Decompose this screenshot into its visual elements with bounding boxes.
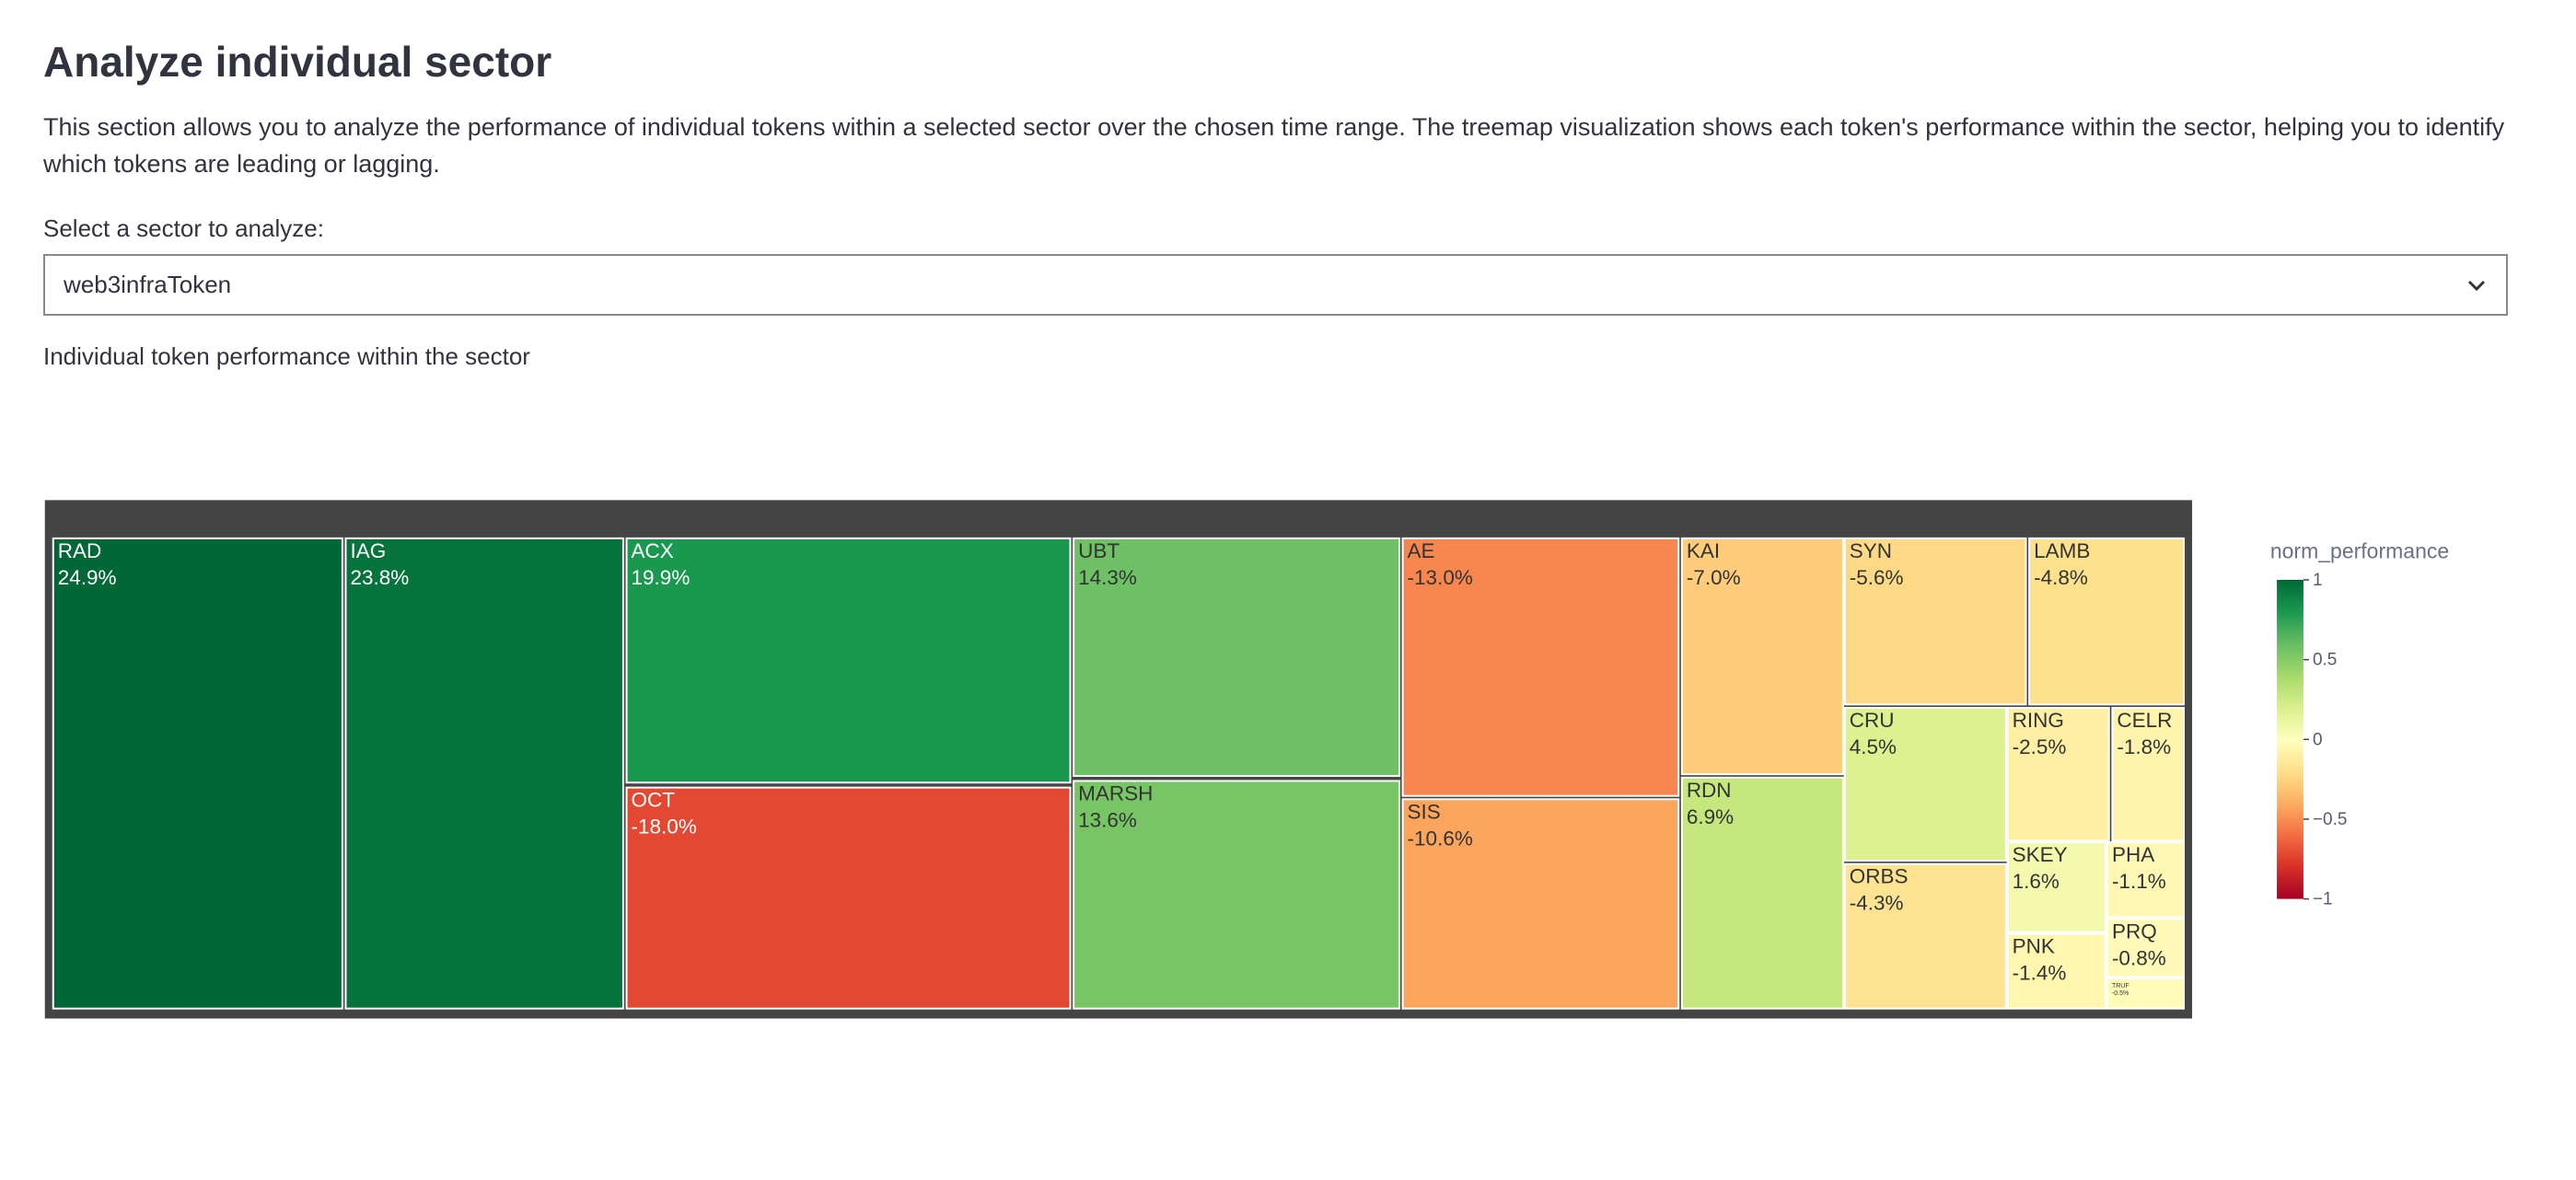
select-label: Select a sector to analyze: bbox=[43, 214, 324, 242]
treemap-tile bbox=[52, 537, 343, 1010]
treemap-tile bbox=[2006, 932, 2107, 1010]
tile-label: MARSH bbox=[1078, 781, 1153, 804]
tile-label: CRU bbox=[1850, 709, 1895, 732]
treemap-tile bbox=[2006, 706, 2110, 842]
treemap-tile bbox=[344, 537, 624, 1010]
treemap-tile bbox=[1843, 537, 2027, 706]
tile-label: RING bbox=[2013, 709, 2064, 732]
tile-label: AE bbox=[1408, 539, 1435, 562]
tile-label: IAG bbox=[350, 539, 386, 562]
tile-value-label: -0.8% bbox=[2112, 946, 2166, 969]
treemap-tile bbox=[1401, 798, 1680, 1010]
treemap-tile bbox=[1073, 780, 1400, 1010]
colorbar-tick-label: 1 bbox=[2313, 571, 2323, 590]
tile-value-label: 13.6% bbox=[1078, 808, 1137, 831]
tile-value-label: -7.0% bbox=[1687, 566, 1741, 589]
tile-value-label: -5.6% bbox=[1850, 566, 1904, 589]
tile-value-label: 4.5% bbox=[1850, 735, 1897, 758]
colorbar-tick-label: −0.5 bbox=[2313, 810, 2348, 829]
tile-value-label: -0.5% bbox=[2112, 990, 2129, 997]
tile-value-label: -1.1% bbox=[2112, 870, 2166, 893]
tile-value-label: 14.3% bbox=[1078, 566, 1137, 589]
colorbar bbox=[2277, 580, 2303, 899]
tile-value-label: -4.3% bbox=[1850, 892, 1904, 915]
description: This section allows you to analyze the p… bbox=[43, 113, 2505, 178]
treemap-tile bbox=[1073, 537, 1400, 778]
tile-label: TRUF bbox=[2112, 983, 2129, 989]
tile-label: KAI bbox=[1687, 539, 1720, 562]
treemap-tile bbox=[2106, 978, 2185, 1010]
tile-value-label: -1.4% bbox=[2013, 962, 2067, 985]
tile-value-label: -13.0% bbox=[1408, 566, 1473, 589]
tile-label: RDN bbox=[1687, 779, 1732, 802]
treemap-tile bbox=[1843, 706, 2007, 862]
tile-label: PNK bbox=[2013, 935, 2055, 958]
treemap-tile bbox=[2006, 841, 2107, 933]
tile-label: RAD bbox=[58, 539, 102, 562]
treemap-tile bbox=[625, 537, 1072, 784]
tile-label: PHA bbox=[2112, 843, 2154, 866]
treemap-tile bbox=[1401, 537, 1680, 797]
treemap-tile bbox=[625, 786, 1072, 1010]
colorbar-tick-label: −1 bbox=[2313, 890, 2333, 909]
treemap-root bbox=[44, 500, 2193, 1019]
tile-value-label: -18.0% bbox=[632, 816, 697, 839]
tile-label: LAMB bbox=[2034, 539, 2090, 562]
colorbar-title: norm_performance bbox=[2270, 539, 2449, 563]
sector-select[interactable]: web3infraToken bbox=[43, 254, 2508, 316]
tile-value-label: 23.8% bbox=[350, 566, 409, 589]
select-value: web3infraToken bbox=[64, 271, 232, 298]
treemap-tile bbox=[1843, 862, 2007, 1010]
tile-label: SIS bbox=[1408, 800, 1441, 823]
caption: Individual token performance within the … bbox=[43, 342, 530, 370]
tile-label: SYN bbox=[1850, 539, 1892, 562]
tile-value-label: 1.6% bbox=[2013, 870, 2060, 893]
tile-label: SKEY bbox=[2013, 843, 2068, 866]
tile-value-label: -4.8% bbox=[2034, 566, 2088, 589]
tile-value-label: -10.6% bbox=[1408, 827, 1473, 850]
tile-value-label: 19.9% bbox=[632, 566, 690, 589]
tile-label: ACX bbox=[632, 539, 674, 562]
tile-value-label: -2.5% bbox=[2013, 735, 2067, 758]
treemap-tile bbox=[2106, 918, 2185, 978]
tile-label: ORBS bbox=[1850, 865, 1909, 888]
colorbar-tick-label: 0.5 bbox=[2313, 651, 2337, 670]
tile-value-label: -1.8% bbox=[2117, 735, 2171, 758]
tile-label: UBT bbox=[1078, 539, 1120, 562]
tile-value-label: 6.9% bbox=[1687, 805, 1734, 828]
treemap-tile bbox=[1680, 776, 1844, 1010]
tile-label: OCT bbox=[632, 789, 676, 812]
treemap-tile bbox=[2106, 841, 2185, 919]
tile-label: PRQ bbox=[2112, 920, 2157, 943]
tile-label: CELR bbox=[2117, 709, 2172, 732]
colorbar-tick-label: 0 bbox=[2313, 730, 2323, 749]
tile-value-label: 24.9% bbox=[58, 566, 117, 589]
chevron-icon bbox=[2467, 280, 2486, 292]
treemap-tile bbox=[2111, 706, 2185, 842]
treemap-tile bbox=[1680, 537, 1844, 776]
page-title: Analyze individual sector bbox=[43, 38, 552, 86]
treemap-tile bbox=[2028, 537, 2185, 706]
